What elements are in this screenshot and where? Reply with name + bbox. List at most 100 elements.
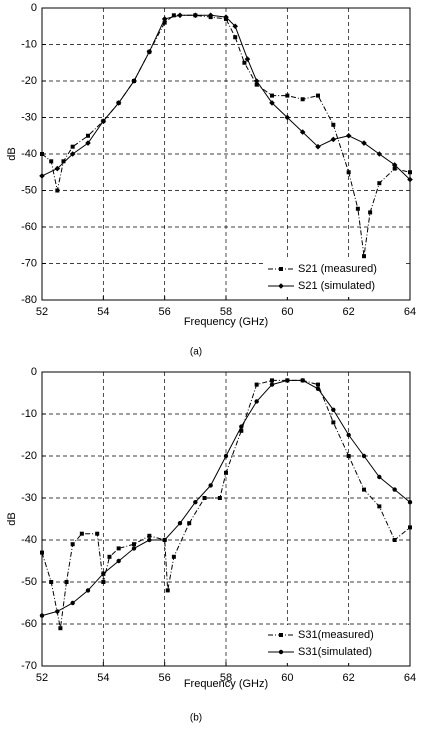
marker	[253, 78, 260, 84]
marker	[391, 162, 398, 168]
marker	[254, 82, 259, 87]
marker	[55, 188, 60, 193]
marker	[377, 474, 382, 480]
x-tick-label: 56	[159, 306, 171, 318]
x-tick-label: 62	[343, 672, 355, 684]
marker	[345, 132, 352, 139]
y-tick-label: -70	[21, 257, 37, 269]
marker	[85, 140, 91, 146]
legend-marker	[278, 649, 284, 655]
legend-box	[264, 625, 406, 663]
legend: S21 (measured) S21 (simulated)	[264, 259, 406, 297]
x-tick-label: 64	[404, 672, 416, 684]
marker	[69, 151, 76, 157]
marker	[316, 382, 320, 387]
marker	[233, 35, 238, 40]
marker	[70, 600, 75, 606]
marker	[223, 453, 229, 459]
marker	[376, 151, 383, 157]
marker	[362, 254, 366, 259]
marker	[40, 550, 44, 555]
marker	[232, 23, 238, 30]
x-tick-label: 52	[36, 672, 48, 684]
x-tick-label: 56	[159, 672, 171, 684]
marker	[300, 378, 305, 383]
caption: (b)	[190, 713, 202, 724]
x-tick-label: 60	[281, 672, 293, 684]
legend-label: S31(measured)	[298, 629, 374, 641]
marker	[177, 12, 183, 19]
marker	[217, 496, 222, 500]
y-tick-label: -10	[21, 38, 37, 50]
marker	[100, 118, 107, 124]
marker	[377, 181, 382, 186]
marker	[86, 133, 90, 138]
marker	[285, 378, 290, 383]
marker	[331, 420, 336, 425]
x-tick-label: 58	[220, 306, 232, 318]
marker	[107, 554, 112, 559]
marker	[254, 399, 259, 404]
marker	[193, 500, 198, 505]
marker	[61, 159, 66, 164]
marker	[270, 93, 274, 98]
y-axis-label: dB	[6, 512, 18, 525]
marker	[54, 165, 61, 172]
marker	[239, 428, 244, 433]
marker	[85, 588, 91, 593]
marker	[377, 504, 382, 509]
x-tick-label: 64	[404, 306, 416, 318]
marker	[131, 546, 137, 551]
marker	[177, 521, 183, 526]
x-tick-label: 54	[97, 306, 109, 318]
series-line	[41, 14, 411, 180]
marker	[392, 538, 397, 542]
marker	[407, 176, 413, 183]
marker	[300, 97, 305, 102]
y-tick-label: -30	[21, 492, 37, 504]
y-tick-label: -40	[21, 148, 37, 160]
marker	[146, 49, 153, 55]
y-tick-label: -50	[21, 184, 37, 196]
legend-marker	[278, 283, 284, 289]
marker	[316, 93, 320, 98]
legend-marker	[279, 267, 283, 271]
marker	[162, 20, 167, 25]
x-tick-label: 58	[220, 672, 232, 684]
legend-label: S21 (measured)	[298, 263, 377, 275]
marker	[79, 531, 84, 536]
marker	[49, 580, 54, 584]
legend: S31(measured) S31(simulated)	[264, 625, 406, 663]
caption: (a)	[190, 347, 202, 358]
marker	[207, 12, 214, 19]
marker	[254, 382, 259, 387]
marker	[223, 14, 229, 20]
y-tick-label: 0	[31, 366, 37, 378]
y-tick-label: -10	[21, 408, 37, 420]
marker	[285, 93, 290, 98]
marker	[39, 613, 45, 618]
y-tick-label: -80	[21, 294, 37, 306]
marker	[242, 60, 247, 65]
marker	[361, 453, 367, 459]
y-tick-label: -30	[21, 111, 37, 123]
marker	[331, 122, 336, 127]
x-axis-label: Frequency (GHz)	[184, 316, 268, 328]
marker	[115, 100, 122, 106]
legend-label: S31(simulated)	[298, 646, 372, 658]
marker	[39, 173, 45, 179]
marker	[40, 152, 44, 156]
x-tick-label: 54	[97, 672, 109, 684]
y-tick-label: 0	[31, 2, 37, 14]
marker	[49, 159, 54, 164]
marker	[361, 140, 367, 146]
marker	[346, 170, 351, 175]
marker	[362, 487, 366, 492]
marker	[64, 580, 69, 584]
y-tick-label: -70	[21, 660, 37, 672]
marker	[368, 210, 373, 215]
marker	[315, 386, 321, 391]
marker	[392, 166, 397, 171]
marker	[131, 78, 137, 84]
